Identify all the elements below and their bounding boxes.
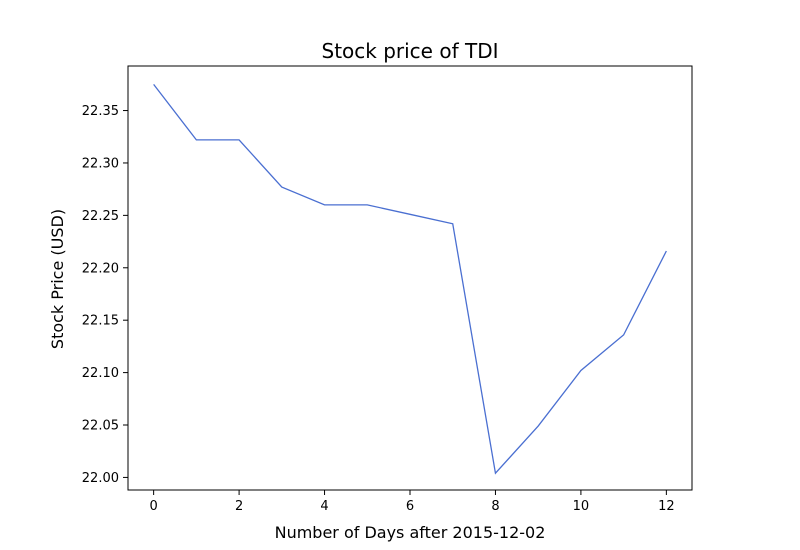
y-tick-label: 22.15 [82, 314, 119, 329]
y-tick-label: 22.20 [82, 261, 119, 276]
y-tick-label: 22.05 [82, 419, 119, 434]
y-tick-label: 22.00 [82, 471, 119, 486]
y-tick-label: 22.10 [82, 366, 119, 381]
x-tick-label: 2 [235, 499, 243, 514]
x-tick-label: 4 [320, 499, 328, 514]
x-tick-label: 6 [406, 499, 414, 514]
x-axis-label: Number of Days after 2015-12-02 [275, 523, 546, 542]
plot-area: 0 2 4 6 8 10 12 22.00 22.05 22.10 22.15 22.20 22.25 2… [82, 65, 693, 514]
x-tick-label: 8 [491, 499, 499, 514]
x-tick-label: 0 [149, 499, 157, 514]
plot-frame [127, 65, 693, 491]
chart-title: Stock price of TDI [322, 39, 499, 63]
x-tick-label: 12 [658, 499, 675, 514]
series-line-0 [153, 83, 667, 475]
y-axis-label: Stock Price (USD) [48, 209, 67, 349]
y-tick-label: 22.30 [82, 156, 119, 171]
y-tick-label: 22.25 [82, 209, 119, 224]
x-tick-label: 10 [573, 499, 590, 514]
y-tick-label: 22.35 [82, 104, 119, 119]
